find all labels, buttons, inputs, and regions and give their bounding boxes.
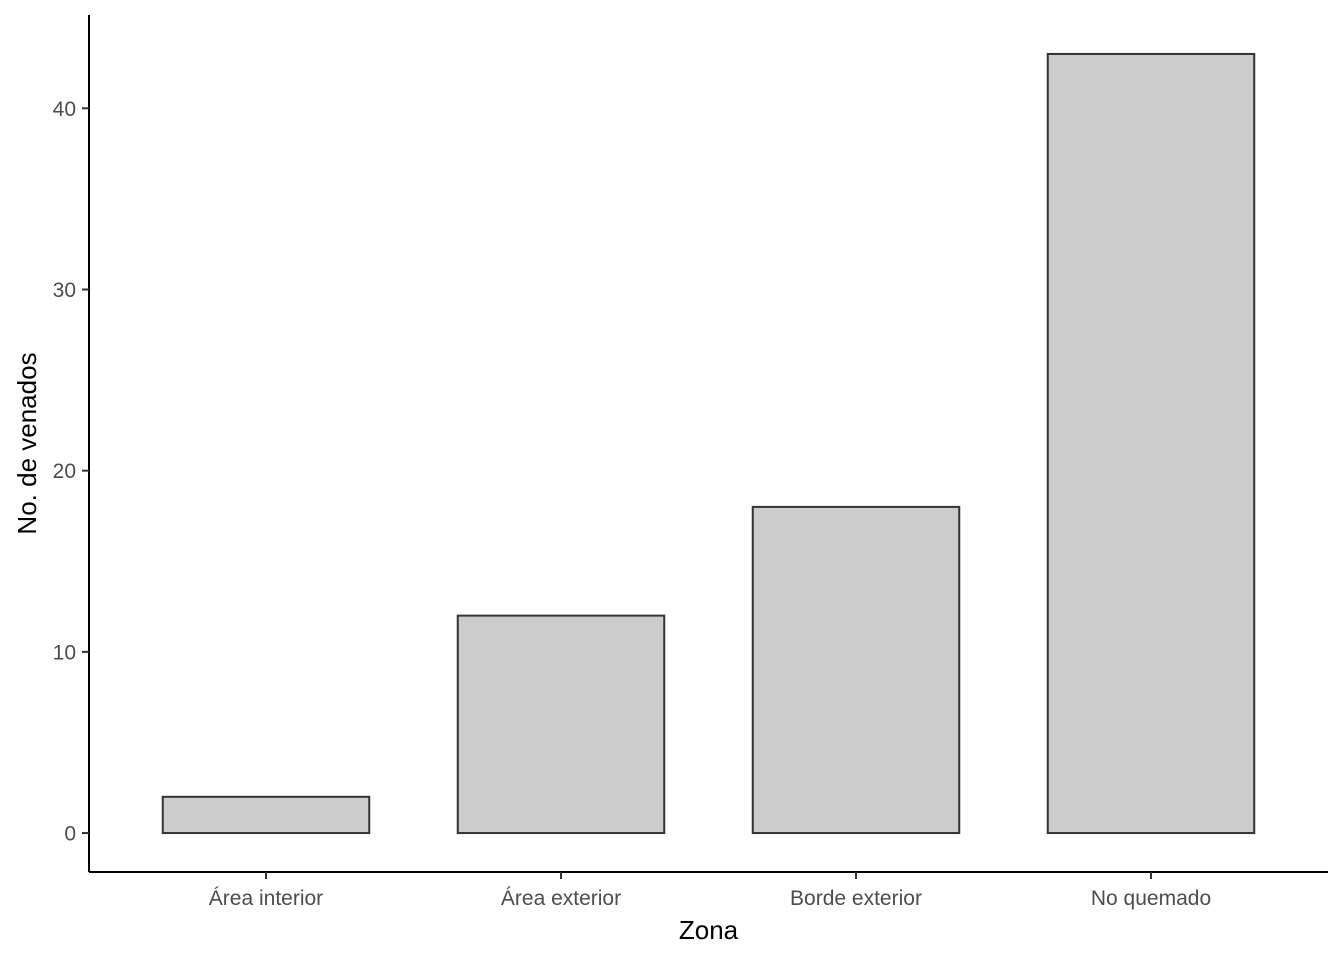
x-tick-label: Área interior bbox=[209, 887, 323, 910]
y-tick-label: 40 bbox=[53, 98, 76, 121]
y-tick-label: 30 bbox=[53, 279, 76, 302]
y-ticks-group: 0 10 20 30 40 bbox=[53, 98, 89, 846]
bar-3 bbox=[1046, 52, 1256, 835]
bar-2 bbox=[751, 505, 961, 835]
x-axis-title: Zona bbox=[679, 915, 739, 945]
y-axis-title: No. de venados bbox=[12, 352, 42, 534]
x-tick-label: Borde exterior bbox=[790, 887, 922, 910]
x-tick-label: No quemado bbox=[1091, 887, 1211, 910]
bar-0 bbox=[161, 795, 371, 835]
x-ticks-group: Área interior Área exterior Borde exterior… bbox=[209, 872, 1211, 910]
y-tick-label: 0 bbox=[64, 823, 76, 846]
x-tick-label: Área exterior bbox=[501, 887, 621, 910]
bar-1 bbox=[456, 614, 666, 835]
y-tick-label: 20 bbox=[53, 460, 76, 483]
y-tick-label: 10 bbox=[53, 641, 76, 664]
axes-group bbox=[88, 15, 1328, 873]
bars-group bbox=[161, 52, 1256, 835]
